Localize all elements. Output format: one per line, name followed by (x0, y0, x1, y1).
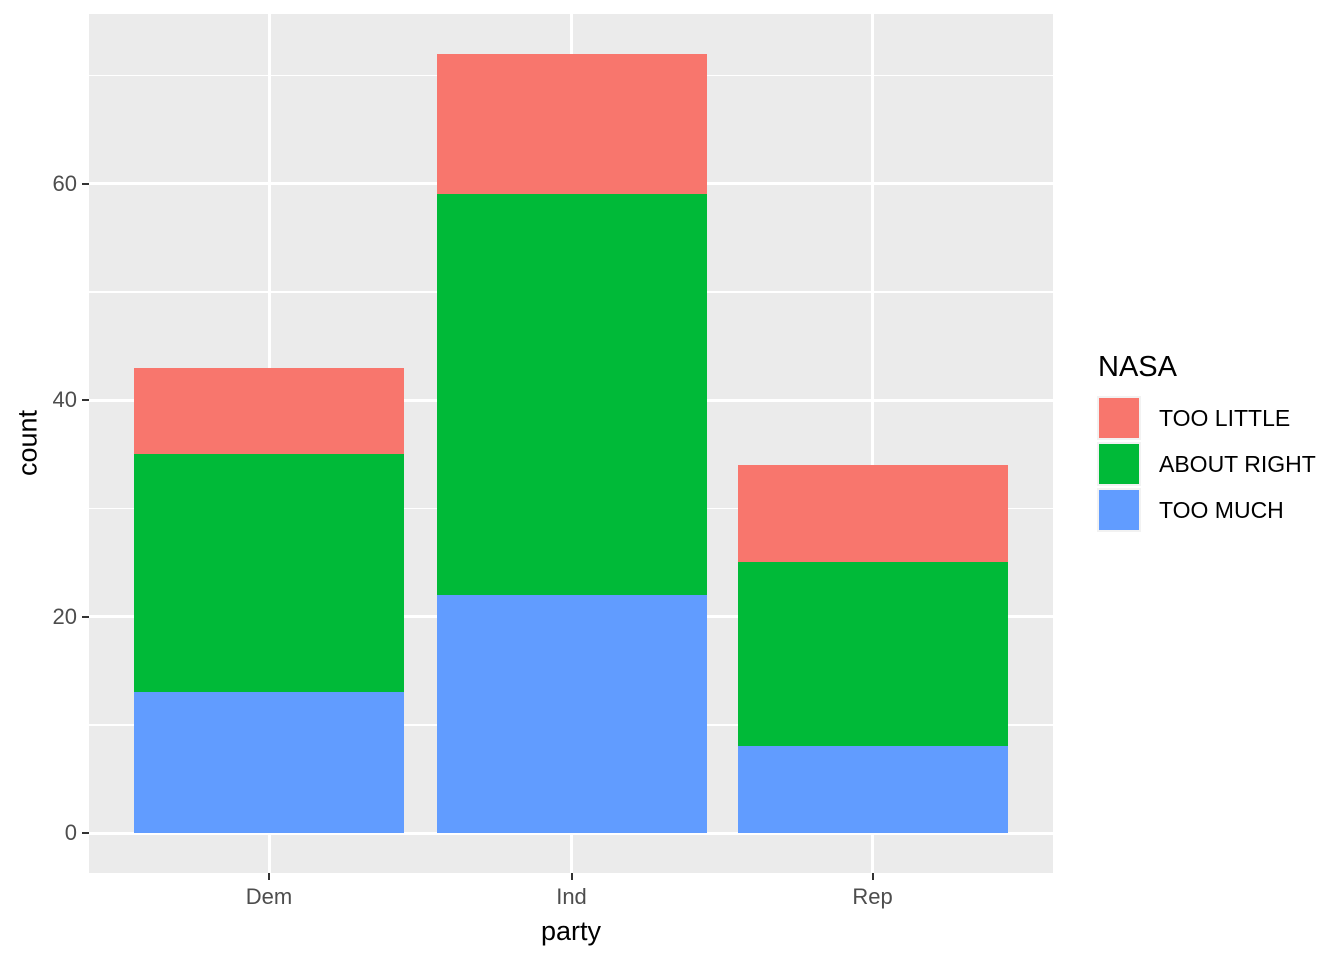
x-axis-title: party (540, 916, 602, 946)
legend-key (1097, 396, 1141, 440)
bar-segment-too-little (134, 367, 404, 455)
bar-segment-about-right (134, 454, 404, 693)
legend-rows: TOO LITTLE ABOUT RIGHT TOO MUCH (1097, 396, 1344, 532)
bar-segment-too-much (134, 692, 404, 833)
bar-segment-too-much (737, 746, 1008, 833)
y-tick-label: 0 (64, 820, 77, 845)
legend-label: TOO LITTLE (1159, 404, 1291, 431)
bar-segment-about-right (436, 194, 707, 595)
y-tick-mark (82, 832, 89, 834)
y-tick-mark (82, 615, 89, 618)
x-tick-mark (570, 873, 573, 880)
legend-swatch-icon (1099, 490, 1139, 530)
bar-segment-about-right (737, 562, 1008, 747)
y-tick-label: 20 (52, 603, 77, 629)
gridline-major-vertical (871, 14, 874, 873)
legend-item: ABOUT RIGHT (1097, 442, 1344, 486)
y-tick-mark (82, 182, 89, 185)
y-axis-tick-labels: 0 20 40 60 (0, 14, 77, 873)
legend-swatch-icon (1099, 398, 1139, 438)
y-tick-label: 40 (52, 387, 77, 412)
legend-key (1097, 488, 1141, 532)
bar-segment-too-little (436, 53, 707, 195)
legend: NASA TOO LITTLE ABOUT RIGHT TOO MUCH (1097, 351, 1344, 534)
x-axis-tick-labels: Dem Ind Rep (89, 884, 1053, 914)
x-tick-label: Dem (245, 884, 293, 909)
legend-label: TOO MUCH (1159, 496, 1284, 523)
y-tick-label: 60 (52, 170, 77, 196)
legend-item: TOO MUCH (1097, 488, 1344, 532)
legend-key (1097, 442, 1141, 486)
bar-segment-too-much (436, 594, 707, 833)
bar-segment-too-little (737, 464, 1008, 563)
legend-title: NASA (1098, 351, 1177, 383)
y-tick-mark (82, 399, 89, 401)
x-tick-label: Rep (852, 884, 893, 909)
x-tick-label: Ind (556, 884, 587, 909)
y-axis-title: count (12, 409, 43, 477)
legend-swatch-icon (1099, 444, 1139, 484)
plot-panel (89, 14, 1053, 873)
x-tick-mark (268, 873, 270, 880)
legend-item: TOO LITTLE (1097, 396, 1344, 440)
x-tick-mark (871, 873, 874, 880)
legend-label: ABOUT RIGHT (1159, 450, 1316, 477)
